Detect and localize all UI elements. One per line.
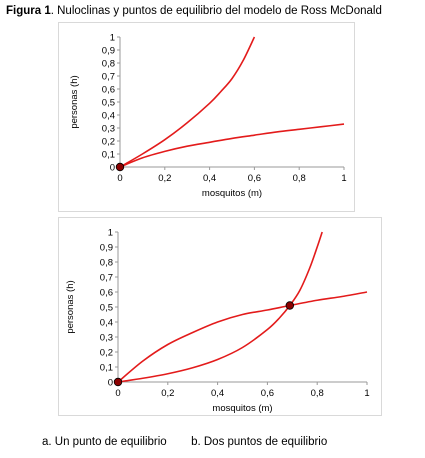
y-tick-label: 0,6 xyxy=(100,288,113,299)
x-tick-label: 0,8 xyxy=(293,173,306,184)
x-tick-label: 0,2 xyxy=(161,388,174,399)
y-tick-label: 0,5 xyxy=(100,303,113,314)
y-tick-label: 0,7 xyxy=(102,72,115,83)
y-tick-label: 0,9 xyxy=(102,46,115,57)
nullcline-curve-1 xyxy=(117,231,323,383)
y-tick-label: 1 xyxy=(110,33,115,44)
sub-captions: a. Un punto de equilibrio b. Dos puntos … xyxy=(42,436,327,448)
x-tick-label: 0,6 xyxy=(261,388,274,399)
y-tick-label: 0,3 xyxy=(102,124,115,135)
figure-caption: Figura 1. Nuloclinas y puntos de equilib… xyxy=(6,5,382,17)
x-tick-label: 1 xyxy=(364,388,369,399)
x-tick-label: 0,4 xyxy=(203,173,216,184)
y-axis-label: personas (h) xyxy=(69,75,80,128)
y-tick-label: 0,2 xyxy=(102,137,115,148)
x-tick-label: 0,6 xyxy=(248,173,261,184)
y-tick-label: 0,1 xyxy=(100,363,113,374)
y-tick-label: 0,7 xyxy=(100,273,113,284)
x-tick-label: 0,8 xyxy=(311,388,324,399)
y-tick-label: 1 xyxy=(108,228,113,239)
equilibrium-point xyxy=(113,377,123,387)
equilibrium-point xyxy=(115,162,125,172)
y-tick-label: 0 xyxy=(110,163,115,174)
y-tick-label: 0 xyxy=(108,378,113,389)
y-tick-label: 0,9 xyxy=(100,243,113,254)
chart-a-svg: 0 0,1 0,2 0,3 0,4 0,5 0,6 0,7 0,8 0,9 1 0 0,2 0,4 0,6 0… xyxy=(58,22,355,212)
chart-a: 0 0,1 0,2 0,3 0,4 0,5 0,6 0,7 0,8 0,9 1 0 0,2 0,4 0,6 0… xyxy=(58,22,355,212)
y-tick-label: 0,4 xyxy=(100,318,113,329)
y-tick-label: 0,1 xyxy=(102,150,115,161)
figure-title: . Nuloclinas y puntos de equilibrio del … xyxy=(50,5,382,17)
x-axis-label: mosquitos (m) xyxy=(212,403,272,414)
y-tick-label: 0,8 xyxy=(100,258,113,269)
x-tick-label: 1 xyxy=(341,173,346,184)
y-tick-label: 0,4 xyxy=(102,111,115,122)
chart-b: 0 0,1 0,2 0,3 0,4 0,5 0,6 0,7 0,8 0,9 1 0 0,2 0,4 0,6 0… xyxy=(58,217,382,416)
chart-frame xyxy=(58,22,355,212)
y-tick-label: 0,5 xyxy=(102,98,115,109)
y-axis-label: personas (h) xyxy=(65,280,76,333)
nullcline-curve-2 xyxy=(119,123,345,168)
x-tick-label: 0 xyxy=(117,173,122,184)
chart-b-svg: 0 0,1 0,2 0,3 0,4 0,5 0,6 0,7 0,8 0,9 1 0 0,2 0,4 0,6 0… xyxy=(58,217,382,416)
sub-caption-a: a. Un punto de equilibrio xyxy=(42,436,167,448)
x-tick-label: 0,2 xyxy=(158,173,171,184)
figure-label: Figura 1 xyxy=(6,5,51,17)
y-tick-label: 0,8 xyxy=(102,59,115,70)
y-tick-label: 0,3 xyxy=(100,333,113,344)
sub-caption-b: b. Dos puntos de equilibrio xyxy=(191,436,328,448)
x-tick-label: 0,4 xyxy=(211,388,224,399)
y-tick-label: 0,6 xyxy=(102,85,115,96)
equilibrium-point xyxy=(285,301,295,310)
x-axis-label: mosquitos (m) xyxy=(202,188,262,199)
x-tick-label: 0 xyxy=(115,388,120,399)
nullcline-curve-2 xyxy=(117,291,368,383)
nullcline-curve-1 xyxy=(119,36,256,168)
y-tick-label: 0,2 xyxy=(100,348,113,359)
